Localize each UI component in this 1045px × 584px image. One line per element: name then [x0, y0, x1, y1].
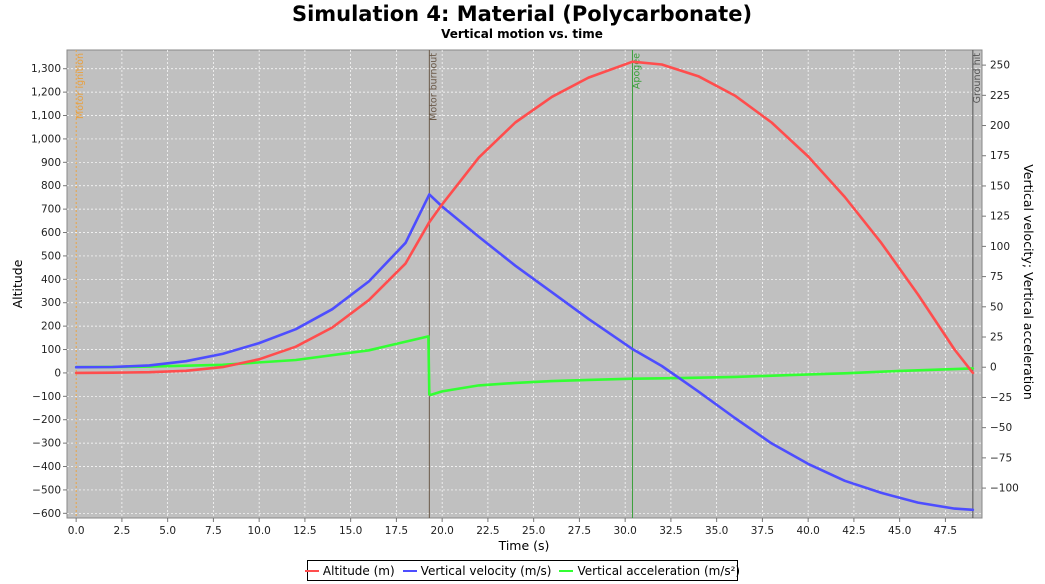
x-tick-label: 25.0: [522, 525, 545, 537]
x-tick-label: 42.5: [842, 525, 865, 537]
legend-swatch: [304, 569, 319, 572]
y-left-tick-label: 300: [41, 297, 61, 309]
x-tick-label: 37.5: [751, 525, 774, 537]
y-right-tick-label: 25: [990, 332, 1003, 344]
x-tick-label: 35.0: [705, 525, 728, 537]
y-right-tick-label: 75: [990, 271, 1003, 283]
y-right-tick-label: 225: [990, 90, 1010, 102]
legend-item: Altitude (m): [304, 563, 395, 578]
y-right-tick-label: 250: [990, 60, 1010, 72]
y-left-tick-label: 900: [41, 157, 61, 169]
y-left-tick-label: −500: [32, 484, 61, 496]
y-left-tick-label: 800: [41, 180, 61, 192]
x-tick-label: 22.5: [476, 525, 499, 537]
event-markers: Motor ignition Motor burnout Apogee Ground …: [75, 50, 983, 518]
x-tick-label: 12.5: [293, 525, 316, 537]
x-tick-label: 15.0: [339, 525, 362, 537]
y-right-tick-label: 200: [990, 120, 1010, 132]
y-left-tick-label: 100: [41, 344, 61, 356]
y-left-tick-label: 500: [41, 250, 61, 262]
x-tick-label: 45.0: [888, 525, 911, 537]
legend-swatch: [402, 569, 417, 572]
x-tick-label: 40.0: [796, 525, 819, 537]
x-tick-label: 2.5: [114, 525, 131, 537]
x-axis-label: Time (s): [498, 538, 550, 553]
y-left-ticks: 1,300 1,200 1,100 1,000 900 800 700 600 500 400 30…: [31, 63, 67, 520]
series-line: [74, 335, 975, 397]
x-ticks: 0.0 2.5 5.0 7.5 10.0 12.5 15.0 17.5 20.0 22.5 25.0…: [68, 518, 957, 537]
legend-item: Vertical velocity (m/s): [402, 563, 552, 578]
y-right-ticks: 2502252001751501251007550250−25−50−75−10…: [982, 60, 1019, 495]
y-right-tick-label: −25: [990, 392, 1012, 404]
series-line: [74, 193, 975, 512]
y-right-tick-label: 0: [990, 362, 997, 374]
x-tick-label: 32.5: [659, 525, 682, 537]
y-left-tick-label: −400: [32, 461, 61, 473]
y-left-axis-label: Altitude: [10, 259, 25, 308]
y-right-tick-label: 125: [990, 211, 1010, 223]
y-left-tick-label: 1,200: [31, 87, 61, 99]
event-label: Motor ignition: [75, 53, 86, 119]
x-tick-label: 47.5: [934, 525, 957, 537]
y-left-tick-label: −100: [32, 391, 61, 403]
legend-label: Altitude (m): [322, 563, 395, 578]
x-tick-label: 27.5: [568, 525, 591, 537]
y-left-tick-label: 1,300: [31, 63, 61, 75]
y-left-tick-label: −200: [32, 414, 61, 426]
y-right-tick-label: −100: [990, 483, 1019, 495]
x-tick-label: 7.5: [205, 525, 222, 537]
y-right-axis-label: Vertical velocity; Vertical acceleration: [1021, 164, 1036, 400]
y-right-tick-label: −75: [990, 452, 1012, 464]
chart-title: Simulation 4: Material (Polycarbonate): [292, 2, 752, 26]
y-left-tick-label: 200: [41, 321, 61, 333]
y-left-tick-label: 400: [41, 274, 61, 286]
legend-label: Vertical velocity (m/s): [420, 563, 552, 578]
y-right-tick-label: −50: [990, 422, 1012, 434]
event-label: Ground hit: [972, 53, 983, 104]
y-right-tick-label: 150: [990, 180, 1010, 192]
y-left-tick-label: 600: [41, 227, 61, 239]
x-tick-label: 17.5: [385, 525, 408, 537]
y-right-tick-label: 175: [990, 150, 1010, 162]
event-label: Motor burnout: [428, 53, 439, 121]
y-right-tick-label: 100: [990, 241, 1010, 253]
legend-label: Vertical acceleration (m/s²): [577, 563, 741, 578]
y-right-tick-label: 50: [990, 301, 1003, 313]
plot-area: [66, 49, 983, 519]
x-tick-label: 20.0: [430, 525, 453, 537]
series-lines: [74, 60, 975, 512]
x-tick-label: 5.0: [159, 525, 176, 537]
x-tick-label: 30.0: [613, 525, 636, 537]
x-tick-label: 0.0: [68, 525, 85, 537]
legend-item: Vertical acceleration (m/s²): [559, 564, 740, 578]
legend-swatch: [559, 569, 574, 572]
event-label: Apogee: [631, 53, 642, 89]
y-left-tick-label: 1,000: [31, 133, 61, 145]
chart-subtitle: Vertical motion vs. time: [441, 27, 603, 41]
y-left-tick-label: 700: [41, 204, 61, 216]
legend: Altitude (m) Vertical velocity (m/s) Verti…: [304, 560, 740, 581]
y-left-tick-label: 0: [54, 367, 61, 379]
y-left-tick-label: −600: [32, 508, 61, 520]
y-left-tick-label: −300: [32, 438, 61, 450]
y-left-tick-label: 1,100: [31, 110, 61, 122]
series-line: [74, 60, 975, 375]
x-tick-label: 10.0: [247, 525, 270, 537]
